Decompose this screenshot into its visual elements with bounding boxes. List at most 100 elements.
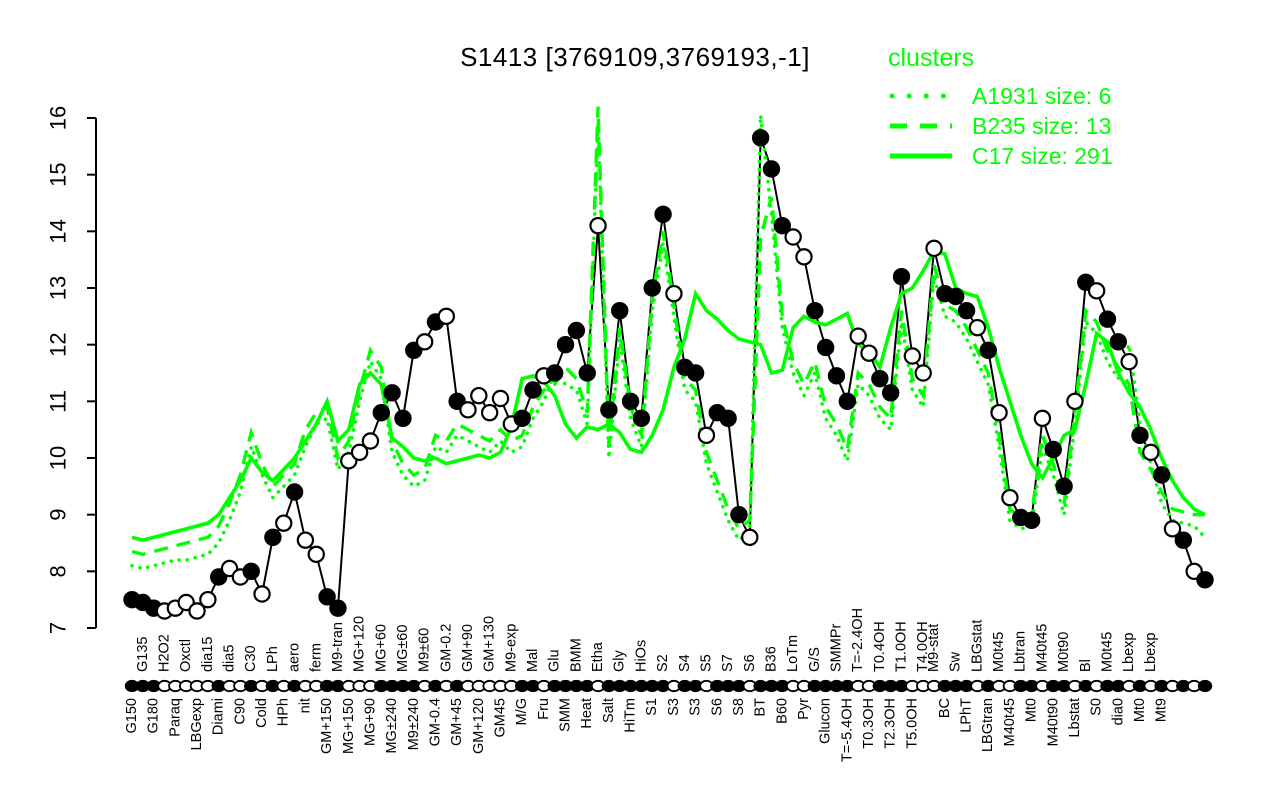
- data-point-filled: [816, 338, 835, 357]
- data-point-open: [1142, 443, 1160, 462]
- x-axis-label: S0: [1089, 698, 1105, 716]
- y-axis-tick-label: 13: [46, 276, 71, 300]
- data-point-filled: [611, 301, 629, 320]
- data-point-filled: [947, 287, 965, 306]
- x-axis-label: nit: [297, 698, 313, 713]
- data-point-filled: [827, 367, 846, 385]
- x-axis-label: HiTm: [623, 698, 639, 733]
- data-point-open: [1087, 282, 1106, 300]
- x-axis-label: S4: [677, 654, 693, 672]
- data-point-open: [968, 318, 987, 337]
- data-point-filled: [556, 335, 575, 354]
- x-axis-label: S6: [709, 698, 725, 716]
- condition-marker-row: [124, 679, 1213, 693]
- x-axis-label: GM-0.2: [438, 624, 454, 672]
- data-point-open: [480, 403, 499, 422]
- x-axis-label: LBGexp: [189, 698, 205, 750]
- x-axis-label: S7: [720, 654, 736, 672]
- data-point-open: [459, 401, 477, 419]
- y-axis-tick-label: 15: [46, 162, 71, 186]
- x-axis-label: BC: [937, 698, 953, 718]
- data-point-open: [1033, 409, 1052, 428]
- x-axis-label: Lbexp: [1143, 632, 1159, 672]
- x-axis-label: Fru: [536, 698, 552, 720]
- x-axis-label: BMM: [568, 638, 584, 672]
- data-point-open: [275, 514, 293, 532]
- cluster-line-solid: [131, 249, 1206, 543]
- x-axis-label: S1: [644, 698, 660, 716]
- data-point-filled: [686, 364, 705, 382]
- data-point-filled: [838, 392, 857, 411]
- x-axis-label: dia5: [222, 645, 238, 672]
- x-axis-label: T1.0OH: [894, 621, 910, 672]
- data-point-filled: [806, 301, 824, 320]
- x-axis-label: M0t45: [991, 632, 1007, 672]
- x-axis-label: LBGtran: [980, 698, 996, 752]
- y-axis: 7 8 9 10 11 12 13 14 15 16: [46, 106, 97, 634]
- data-point-open: [1120, 352, 1138, 371]
- x-axis-label: M/G: [514, 698, 530, 725]
- y-axis-tick-label: 11: [46, 390, 71, 413]
- x-axis-label: G150: [124, 698, 140, 733]
- data-point-open: [415, 333, 434, 351]
- x-axis-label: T=-2.4OH: [850, 608, 866, 672]
- x-axis-label: Mal: [525, 649, 541, 672]
- x-axis-label: MG+150: [341, 698, 357, 754]
- x-axis-label: Glu: [547, 649, 563, 672]
- data-point-filled: [632, 409, 651, 428]
- x-axis-label: LPh: [265, 646, 281, 672]
- x-axis-label: Heat: [579, 698, 595, 729]
- legend-entry-solid: C17 size: 291: [888, 141, 1113, 171]
- x-axis-label: Mt0: [1132, 698, 1148, 722]
- data-point-open: [1066, 392, 1084, 411]
- data-point-open: [925, 239, 943, 258]
- y-axis-tick-label: 7: [46, 622, 71, 634]
- data-point-filled: [600, 401, 618, 419]
- legend: clusters A1931 size: 6 B235 size: 13 C17…: [888, 44, 1113, 171]
- data-point-open: [199, 590, 217, 609]
- legend-title: clusters: [888, 44, 975, 72]
- x-axis-label: HiOs: [633, 640, 649, 672]
- data-point-filled: [513, 409, 531, 428]
- data-point-open: [741, 528, 759, 547]
- x-axis-label: M0t45: [1099, 632, 1115, 672]
- data-point-filled: [242, 562, 260, 581]
- data-point-filled: [1022, 511, 1041, 530]
- data-point-open: [697, 426, 716, 445]
- data-point-open: [361, 432, 380, 450]
- x-axis-label: M40t90: [1045, 698, 1061, 746]
- x-axis-label: SMM: [558, 698, 574, 732]
- x-axis-label: Mt0: [1024, 698, 1040, 722]
- x-axis-label: MG+90: [362, 698, 378, 746]
- x-axis-label: M9-exp: [503, 624, 519, 672]
- solid-line-swatch: [890, 153, 952, 159]
- x-axis-label: GM+150: [319, 698, 335, 754]
- x-axis-label: BT: [753, 698, 769, 717]
- data-point-open: [849, 327, 867, 345]
- x-axis-label: ferm: [308, 643, 324, 672]
- y-axis-tick-label: 14: [46, 219, 71, 243]
- data-point-filled: [1131, 426, 1149, 445]
- x-axis-label: Oxctl: [178, 639, 194, 672]
- data-point-open: [350, 443, 369, 462]
- x-axis-label: S8: [731, 698, 747, 716]
- data-point-filled: [1098, 310, 1117, 328]
- x-axis-label: G180: [146, 698, 162, 733]
- data-point-open: [795, 248, 813, 266]
- x-axis-label: GM+45: [449, 698, 465, 746]
- x-axis-label: S6: [742, 654, 758, 672]
- data-point-filled: [1152, 466, 1171, 484]
- x-axis-label: Pyr: [796, 698, 812, 720]
- data-point-filled: [285, 483, 304, 501]
- x-axis-label: MG+60: [373, 624, 389, 672]
- x-axis-label: S3: [688, 698, 704, 716]
- x-axis-label: Diami: [211, 698, 227, 735]
- data-point-filled: [643, 279, 661, 297]
- data-point-filled: [1196, 571, 1214, 589]
- x-axis-label: MG±240: [384, 698, 400, 754]
- x-axis-label: GM-0.4: [427, 698, 443, 746]
- legend-entry-dotted: A1931 size: 6: [888, 81, 1113, 111]
- data-point-filled: [719, 409, 737, 428]
